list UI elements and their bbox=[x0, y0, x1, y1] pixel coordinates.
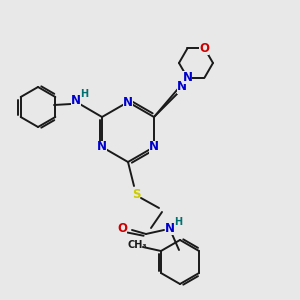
Text: N: N bbox=[177, 80, 187, 94]
Text: N: N bbox=[182, 71, 193, 84]
Text: N: N bbox=[97, 140, 107, 154]
Text: N: N bbox=[165, 221, 175, 235]
Text: N: N bbox=[149, 140, 159, 154]
Text: H: H bbox=[80, 89, 88, 99]
Text: S: S bbox=[132, 188, 140, 200]
Text: N: N bbox=[123, 95, 133, 109]
Text: H: H bbox=[174, 217, 182, 227]
Text: N: N bbox=[71, 94, 81, 107]
Text: O: O bbox=[117, 221, 127, 235]
Text: O: O bbox=[200, 42, 209, 55]
Text: CH₃: CH₃ bbox=[127, 240, 147, 250]
